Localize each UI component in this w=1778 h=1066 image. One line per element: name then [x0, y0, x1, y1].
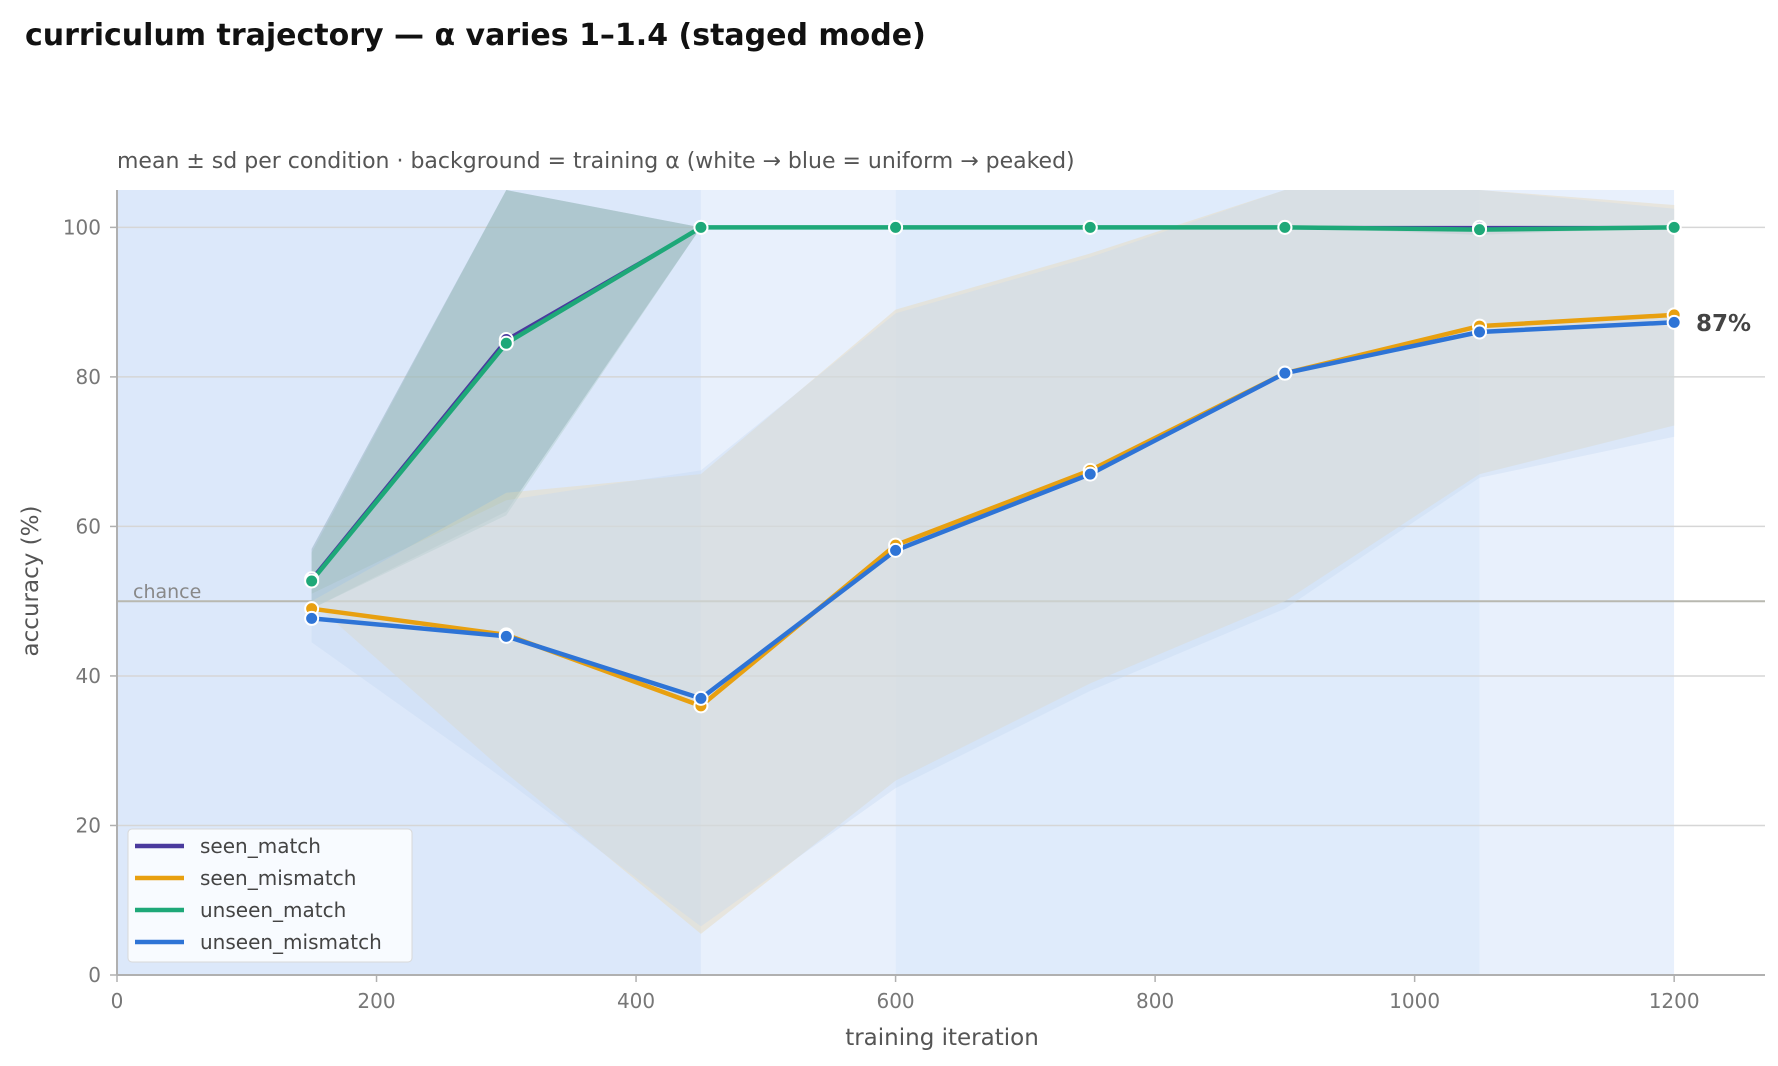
- background-band-4: [1674, 190, 1765, 975]
- legend-label-seen_match: seen_match: [200, 834, 321, 858]
- x-tick-label-0: 0: [111, 989, 124, 1013]
- y-tick-label-0: 0: [88, 963, 101, 987]
- y-tick-label-60: 60: [76, 514, 101, 538]
- x-tick-label-200: 200: [357, 989, 395, 1013]
- x-tick-label-400: 400: [617, 989, 655, 1013]
- sd-band-unseen_match: [311, 190, 1675, 609]
- point-unseen_mismatch-900: [1277, 365, 1293, 381]
- chart-title: curriculum trajectory — α varies 1–1.4 (…: [25, 18, 926, 53]
- series-lines: [309, 225, 1677, 709]
- sd-bands: [311, 190, 1675, 934]
- legend-entries: seen_match seen_mismatch unseen_matchunsee…: [135, 834, 382, 954]
- point-unseen_match-300: [498, 335, 514, 351]
- y-tick-label-40: 40: [76, 664, 101, 688]
- x-tick-label-800: 800: [1136, 989, 1174, 1013]
- sd-band-seen_mismatch: [311, 190, 1675, 934]
- sd-band-unseen_mismatch: [311, 190, 1675, 927]
- chart-subtitle: mean ± sd per condition · background = t…: [117, 149, 1075, 174]
- point-unseen_mismatch-1200: [1666, 314, 1682, 330]
- x-axis-label: training iteration: [845, 1025, 1039, 1051]
- series-points: [304, 219, 1682, 714]
- point-unseen_mismatch-150: [304, 610, 320, 626]
- point-unseen_mismatch-750: [1082, 466, 1098, 482]
- point-unseen_match-750: [1082, 219, 1098, 235]
- x-tick-label-600: 600: [876, 989, 914, 1013]
- y-tick-labels: 0 20 40 60 80 100: [63, 215, 117, 987]
- legend: seen_match seen_mismatch unseen_matchunsee…: [127, 828, 413, 963]
- legend-box: [127, 828, 413, 963]
- series-line-unseen_match: [309, 225, 1677, 584]
- legend-label-unseen_match: unseen_match: [200, 898, 346, 922]
- point-unseen_match-450: [693, 219, 709, 235]
- final-value-label: 87%: [1696, 311, 1751, 337]
- sd-band-seen_match: [311, 190, 1675, 609]
- x-tick-label-1200: 1200: [1649, 989, 1700, 1013]
- point-unseen_mismatch-450: [693, 690, 709, 706]
- chance-label: chance: [133, 581, 201, 603]
- point-unseen_match-1200: [1666, 219, 1682, 235]
- point-unseen_mismatch-1050: [1472, 324, 1488, 340]
- point-unseen_mismatch-300: [498, 628, 514, 644]
- series-line-unseen_mismatch: [309, 320, 1677, 701]
- point-unseen_match-900: [1277, 219, 1293, 235]
- axes: [116, 190, 1765, 976]
- point-unseen_match-150: [304, 573, 320, 589]
- point-unseen_match-1050: [1472, 222, 1488, 238]
- legend-label-unseen_mismatch: unseen_mismatch: [200, 930, 382, 954]
- legend-label-seen_mismatch: seen_mismatch: [200, 866, 356, 890]
- point-unseen_match-600: [888, 219, 904, 235]
- point-unseen_mismatch-600: [888, 542, 904, 558]
- y-axis-label: accuracy (%): [18, 506, 44, 657]
- y-tick-label-100: 100: [63, 215, 101, 239]
- y-tick-label-20: 20: [76, 813, 101, 837]
- x-tick-labels: 0 200 400 600 800 1000 1200: [111, 975, 1700, 1013]
- x-tick-label-1000: 1000: [1389, 989, 1440, 1013]
- y-tick-label-80: 80: [76, 365, 101, 389]
